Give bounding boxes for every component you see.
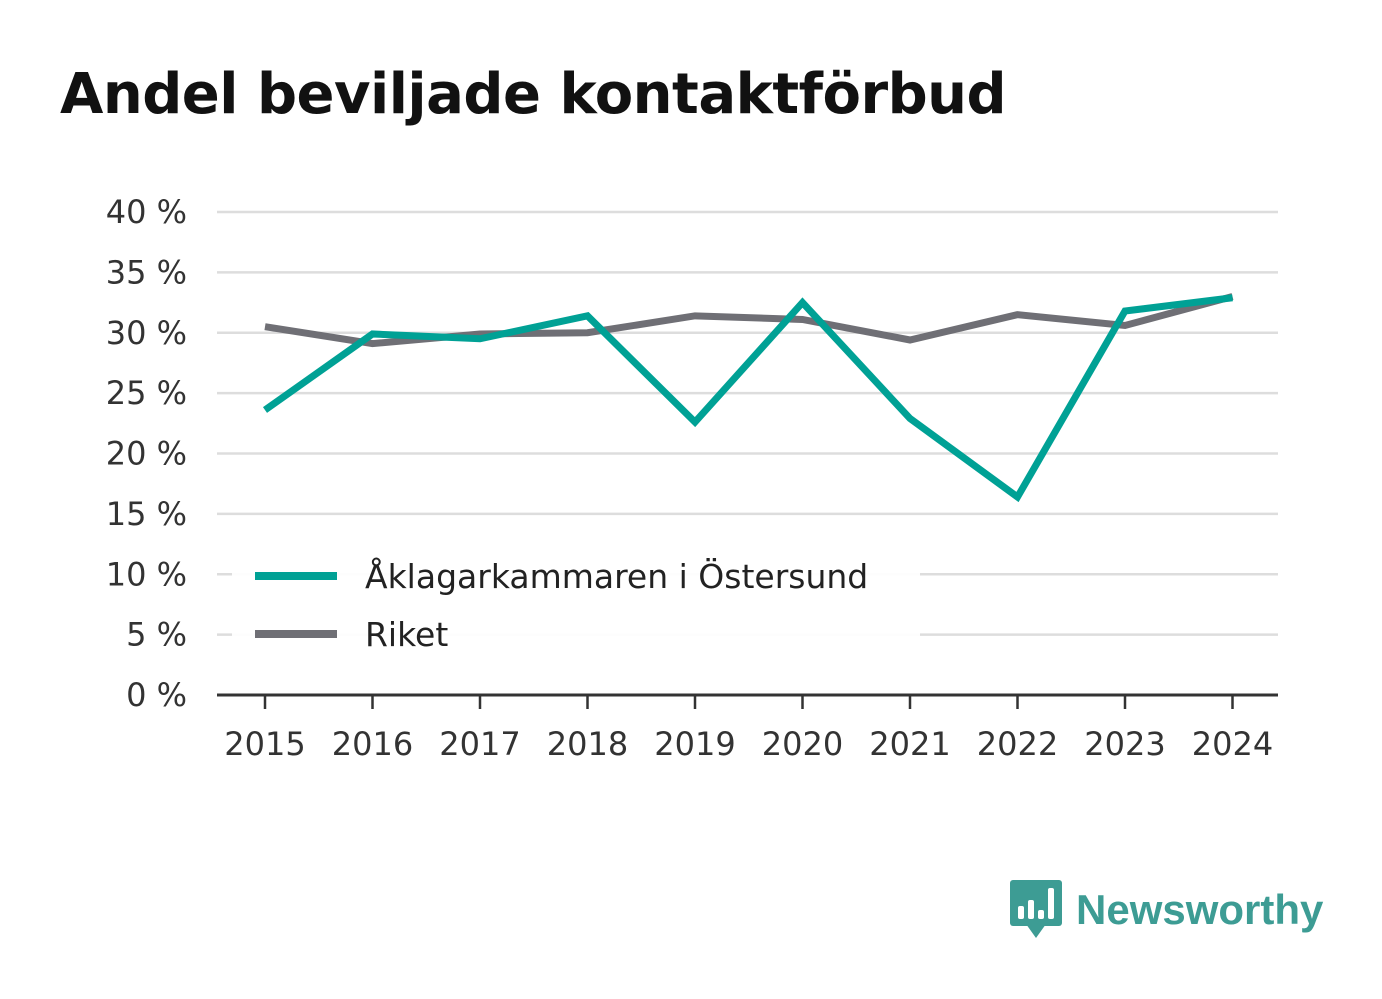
legend: Åklagarkammaren i Östersund Riket <box>232 548 920 660</box>
legend-background <box>232 548 920 660</box>
series-lines <box>262 293 1234 503</box>
x-tick-label: 2024 <box>1192 725 1273 763</box>
y-tick-label: 35 % <box>106 253 187 291</box>
y-tick-label: 0 % <box>126 676 187 714</box>
x-tick-label: 2018 <box>547 725 628 763</box>
y-tick-label: 30 % <box>106 314 187 352</box>
y-tick-label: 10 % <box>106 555 187 593</box>
x-tick-label: 2023 <box>1084 725 1165 763</box>
x-tick-label: 2015 <box>224 725 305 763</box>
y-tick-label: 15 % <box>106 495 187 533</box>
x-tick-label: 2019 <box>654 725 735 763</box>
series-line-0 <box>262 294 1233 503</box>
x-tick-label: 2017 <box>439 725 520 763</box>
x-tick-label: 2022 <box>977 725 1058 763</box>
x-tick-label: 2021 <box>869 725 950 763</box>
y-tick-label: 20 % <box>106 435 187 473</box>
legend-label: Riket <box>365 615 448 654</box>
axes: 0 % 5 % 10 % 15 % 20 % 25 % 30 % 35 % 40 % 2015 20… <box>106 193 1278 763</box>
y-tick-label: 25 % <box>106 374 187 412</box>
chart-title: Andel beviljade kontaktförbud <box>60 62 1007 127</box>
y-tick-label: 40 % <box>106 193 187 231</box>
brand-name: Newsworthy <box>1076 886 1324 933</box>
legend-label: Åklagarkammaren i Östersund <box>365 556 868 596</box>
brand-logo: Newsworthy <box>1010 880 1323 940</box>
y-tick-label: 5 % <box>126 616 187 654</box>
newsworthy-logo-icon <box>1010 880 1062 938</box>
x-tick-label: 2020 <box>762 725 843 763</box>
x-tick-label: 2016 <box>332 725 413 763</box>
